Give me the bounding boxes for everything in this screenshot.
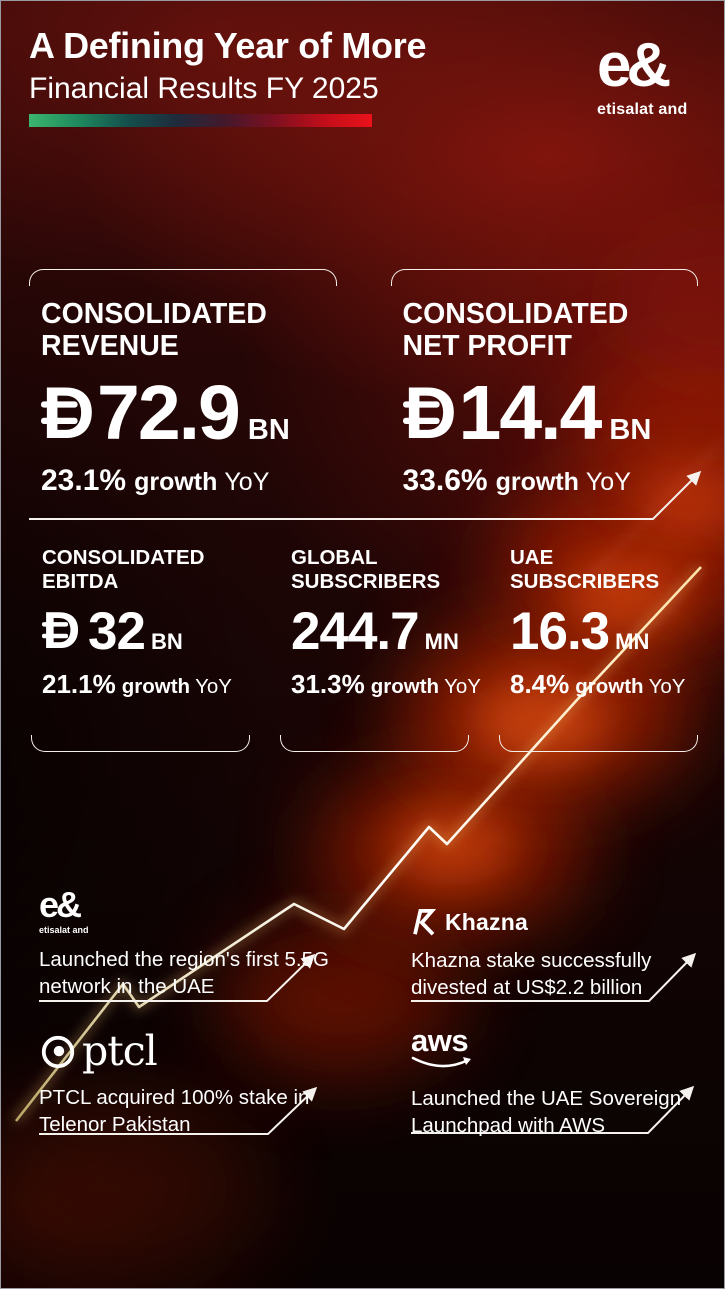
kpi-value: 16.3 (510, 602, 610, 662)
ptcl-wordmark: ptcl (82, 1027, 158, 1075)
dirham-symbol-icon: D (42, 609, 79, 649)
growth-word: growth (370, 675, 440, 699)
kpi-unit: BN (609, 413, 652, 446)
svg-text:D: D (403, 383, 454, 439)
kpi-value: 14.4 (458, 369, 603, 456)
kpi-value-row: 244.7 MN (280, 602, 469, 662)
svg-text:D: D (42, 383, 93, 439)
achievement-4-growth-arrow (411, 1085, 695, 1134)
growth-period: YoY (195, 675, 232, 699)
achievement-text: Khazna stake successfully divested at US… (411, 949, 652, 1000)
kpi-label: CONSOLIDATED NET PROFIT (402, 298, 629, 362)
kpi-label: CONSOLIDATED EBITDA (42, 546, 205, 594)
kpi-label: UAE SUBSCRIBERS (510, 546, 660, 594)
kpi-unit: MN (615, 629, 650, 655)
kpi-value: 32 (88, 602, 146, 662)
aws-smile-icon (411, 1056, 471, 1068)
kpi-unit: BN (150, 629, 183, 655)
achievement-text: Launched the region's first 5.5G network… (39, 948, 329, 999)
growth-period: YoY (648, 675, 686, 699)
growth-period: YoY (224, 467, 270, 496)
khazna-wordmark: Khazna (445, 909, 528, 935)
ptcl-emblem-icon (41, 1035, 75, 1068)
secondary-kpi-row: CONSOLIDATED EBITDA D 32 BN 21.1% growth… (31, 534, 698, 752)
achievement-2-growth-arrow (411, 952, 697, 1002)
kpi-card-global-subscribers: GLOBAL SUBSCRIBERS 244.7 MN 31.3% growth… (280, 534, 481, 752)
khazna-glyph-icon (413, 909, 437, 936)
khazna-logo: Khazna (411, 909, 724, 936)
kpi-value-row: D 72.9 BN (29, 369, 337, 456)
etisalat-and-logo: e& (597, 31, 671, 100)
growth-word: growth (121, 675, 191, 699)
growth-word: growth (495, 467, 579, 496)
kpi-unit: MN (424, 629, 459, 655)
growth-percentage: 23.1% (41, 463, 127, 497)
flame-band (1, 226, 724, 1276)
growth-word: growth (134, 467, 218, 496)
kpi-card-uae-subscribers: UAE SUBSCRIBERS 16.3 MN 8.4% growth YoY (499, 534, 698, 752)
secondary-streak (590, 440, 724, 577)
kpi-value-row: 16.3 MN (499, 602, 698, 662)
kpi-unit: BN (247, 413, 290, 446)
kpi-value: 72.9 (97, 369, 241, 456)
etisalat-and-logo-small: e& (39, 884, 82, 925)
card-bottom-bracket (499, 735, 698, 752)
growth-percentage: 33.6% (402, 463, 488, 497)
kpi-growth-row: 31.3% growth YoY (280, 669, 481, 700)
aws-logo: aws (411, 1023, 724, 1075)
svg-text:D: D (43, 609, 79, 649)
card-bottom-bracket (31, 735, 250, 752)
dirham-symbol-icon: D (402, 383, 455, 439)
kpi-card-consolidated-ebitda: CONSOLIDATED EBITDA D 32 BN 21.1% growth… (31, 534, 250, 752)
page-title: A Defining Year of More (29, 25, 427, 66)
kpi-value: 244.7 (291, 602, 420, 662)
growth-percentage: 31.3% (291, 669, 365, 700)
kpi-card-consolidated-revenue: CONSOLIDATED REVENUE D 72.9 BN 23.1% gro… (29, 269, 337, 498)
card-top-bracket (29, 269, 337, 286)
kpi-card-consolidated-net-profit: CONSOLIDATED NET PROFIT D 14.4 BN 33.6% … (390, 269, 699, 498)
achievement-3-growth-arrow (39, 1086, 318, 1135)
accent-gradient-bar (29, 114, 372, 127)
kpi-growth-row: 23.1% growth YoY (29, 464, 337, 498)
achievement-text: Launched the UAE Sovereign Launchpad wit… (411, 1087, 682, 1138)
achievement-etisalat-5g: e& etisalat and Launched the region's fi… (39, 887, 369, 1000)
etisalat-and-wordmark-small: etisalat and (39, 925, 89, 935)
section-divider-growth-arrow (29, 470, 702, 520)
page-subtitle: Financial Results FY 2025 (29, 72, 379, 105)
achievement-text: PTCL acquired 100% stake in Telenor Paki… (39, 1086, 310, 1137)
rising-chart-line (13, 440, 724, 1124)
kpi-growth-row: 8.4% growth YoY (499, 669, 698, 700)
growth-percentage: 8.4% (510, 669, 570, 700)
kpi-value-row: D 14.4 BN (391, 369, 699, 456)
aws-wordmark: aws (411, 1023, 469, 1058)
kpi-growth-row: 33.6% growth YoY (391, 464, 699, 498)
achievement-1-growth-arrow (39, 953, 316, 1002)
kpi-label: CONSOLIDATED REVENUE (41, 298, 267, 362)
growth-percentage: 21.1% (42, 669, 116, 700)
growth-word: growth (575, 675, 644, 699)
achievement-khazna-divestment: Khazna Khazna stake successfully diveste… (411, 909, 724, 1001)
primary-kpi-row: CONSOLIDATED REVENUE D 72.9 BN 23.1% gro… (29, 269, 698, 498)
ptcl-logo: ptcl (39, 1031, 369, 1072)
kpi-growth-row: 21.1% growth YoY (31, 669, 250, 700)
achievement-ptcl-telenor: ptcl PTCL acquired 100% stake in Telenor… (39, 1031, 369, 1138)
card-bottom-bracket (280, 735, 469, 752)
growth-period: YoY (444, 675, 481, 699)
brand-block: e& etisalat and (597, 35, 687, 118)
card-top-bracket (390, 269, 698, 286)
brand-wordmark: etisalat and (597, 101, 688, 118)
dirham-symbol-icon: D (41, 383, 93, 439)
kpi-label: GLOBAL SUBSCRIBERS (291, 546, 441, 594)
growth-period: YoY (585, 467, 631, 496)
kpi-value-row: D 32 BN (31, 602, 250, 662)
achievement-aws-launchpad: aws Launched the UAE Sovereign Launchpad… (411, 1023, 724, 1139)
